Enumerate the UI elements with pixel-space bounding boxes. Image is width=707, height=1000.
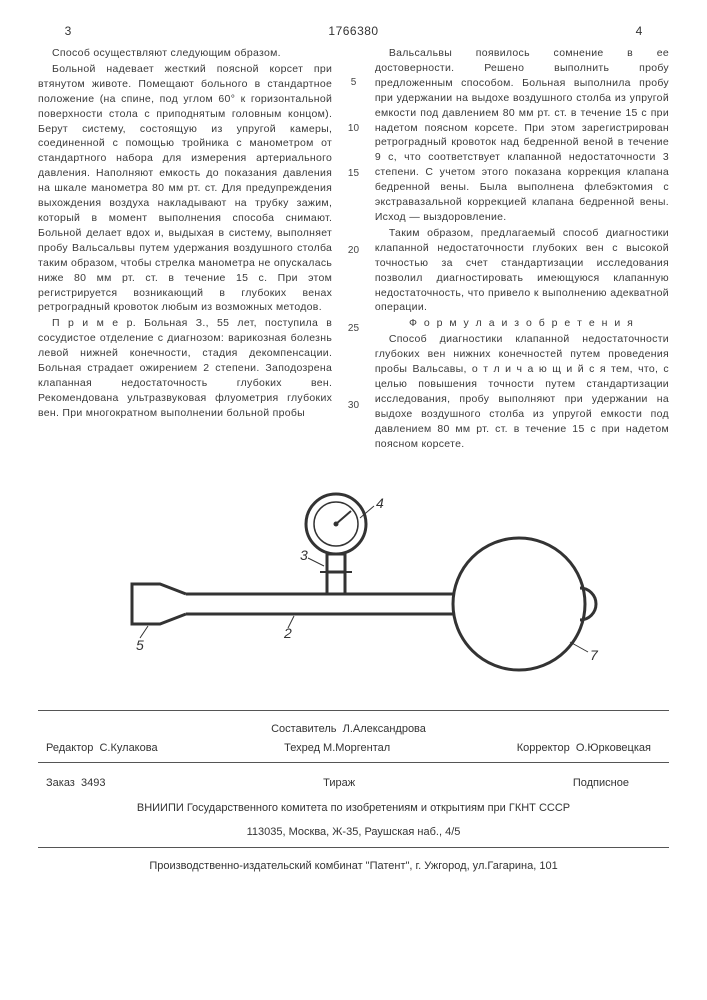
- corrector: Корректор О.Юрковецкая: [517, 740, 651, 757]
- right-column: Вальсальвы появилось сомнение в ее досто…: [363, 46, 669, 452]
- page-number-right: 4: [609, 24, 669, 38]
- footer-order-row: Заказ 3493 Тираж Подписное: [38, 773, 669, 792]
- device-diagram: 4 3 2 5 7: [74, 476, 634, 696]
- gauge-stem-icon: [327, 554, 345, 572]
- para: Таким образом, предлагаемый способ диагн…: [375, 226, 669, 315]
- para: Больной надевает жесткий поясной корсет …: [38, 62, 332, 315]
- para: Вальсальвы появилось сомнение в ее досто…: [375, 46, 669, 225]
- page-number-left: 3: [38, 24, 98, 38]
- sign: Подписное: [573, 775, 629, 792]
- left-column: Способ осуществляют следующим образом. Б…: [38, 46, 344, 452]
- line-marker: 30: [348, 399, 359, 413]
- footer-row: Составитель Л.Александрова: [38, 721, 669, 738]
- header: 3 1766380 4: [38, 24, 669, 38]
- text-columns: Способ осуществляют следующим образом. Б…: [38, 46, 669, 452]
- tirazh: Тираж: [323, 775, 355, 792]
- line-marker: 10: [348, 122, 359, 136]
- line-marker: 20: [348, 244, 359, 258]
- chamber-mouthpiece: [580, 588, 596, 620]
- formula-heading: Ф о р м у л а и з о б р е т е н и я: [375, 316, 669, 331]
- line-marker: 25: [348, 322, 359, 336]
- gauge-needle-icon: [336, 511, 351, 524]
- org-line: ВНИИПИ Государственного комитета по изоб…: [38, 800, 669, 817]
- document-number: 1766380: [98, 24, 609, 38]
- techred: Техред М.Моргентал: [284, 740, 390, 757]
- figure: 4 3 2 5 7: [38, 476, 669, 696]
- addr-line: 113035, Москва, Ж-35, Раушская наб., 4/5: [38, 824, 669, 841]
- figure-label-2: 2: [283, 625, 292, 641]
- leader-5: [140, 626, 148, 638]
- editor: Редактор С.Кулакова: [46, 740, 158, 757]
- figure-label-3: 3: [300, 547, 308, 563]
- para: Способ диагностики клапанной недостаточн…: [375, 332, 669, 451]
- chamber-icon: [453, 538, 585, 670]
- printer-line: Производственно-издательский комбинат "П…: [38, 858, 669, 875]
- divider: [38, 847, 669, 848]
- line-number-gutter: 5 10 15 20 25 30: [344, 46, 363, 452]
- para: Способ осуществляют следующим образом.: [38, 46, 332, 61]
- divider: [38, 762, 669, 763]
- figure-label-7: 7: [590, 647, 599, 663]
- compiler: Составитель Л.Александрова: [271, 721, 426, 738]
- line-marker: 5: [351, 76, 357, 90]
- leader-3: [308, 558, 324, 566]
- footer: Составитель Л.Александрова Редактор С.Ку…: [38, 721, 669, 874]
- footer-row: Редактор С.Кулакова Техред М.Моргентал К…: [38, 738, 669, 757]
- figure-label-4: 4: [376, 495, 384, 511]
- line-marker: 15: [348, 167, 359, 181]
- page: 3 1766380 4 Способ осуществляют следующи…: [0, 0, 707, 898]
- order-no: Заказ 3493: [46, 775, 105, 792]
- leader-7: [570, 642, 588, 652]
- figure-label-5: 5: [136, 637, 144, 653]
- divider: [38, 710, 669, 711]
- para: П р и м е р. Больная З., 55 лет, поступи…: [38, 316, 332, 420]
- mouthpiece-icon: [132, 584, 186, 624]
